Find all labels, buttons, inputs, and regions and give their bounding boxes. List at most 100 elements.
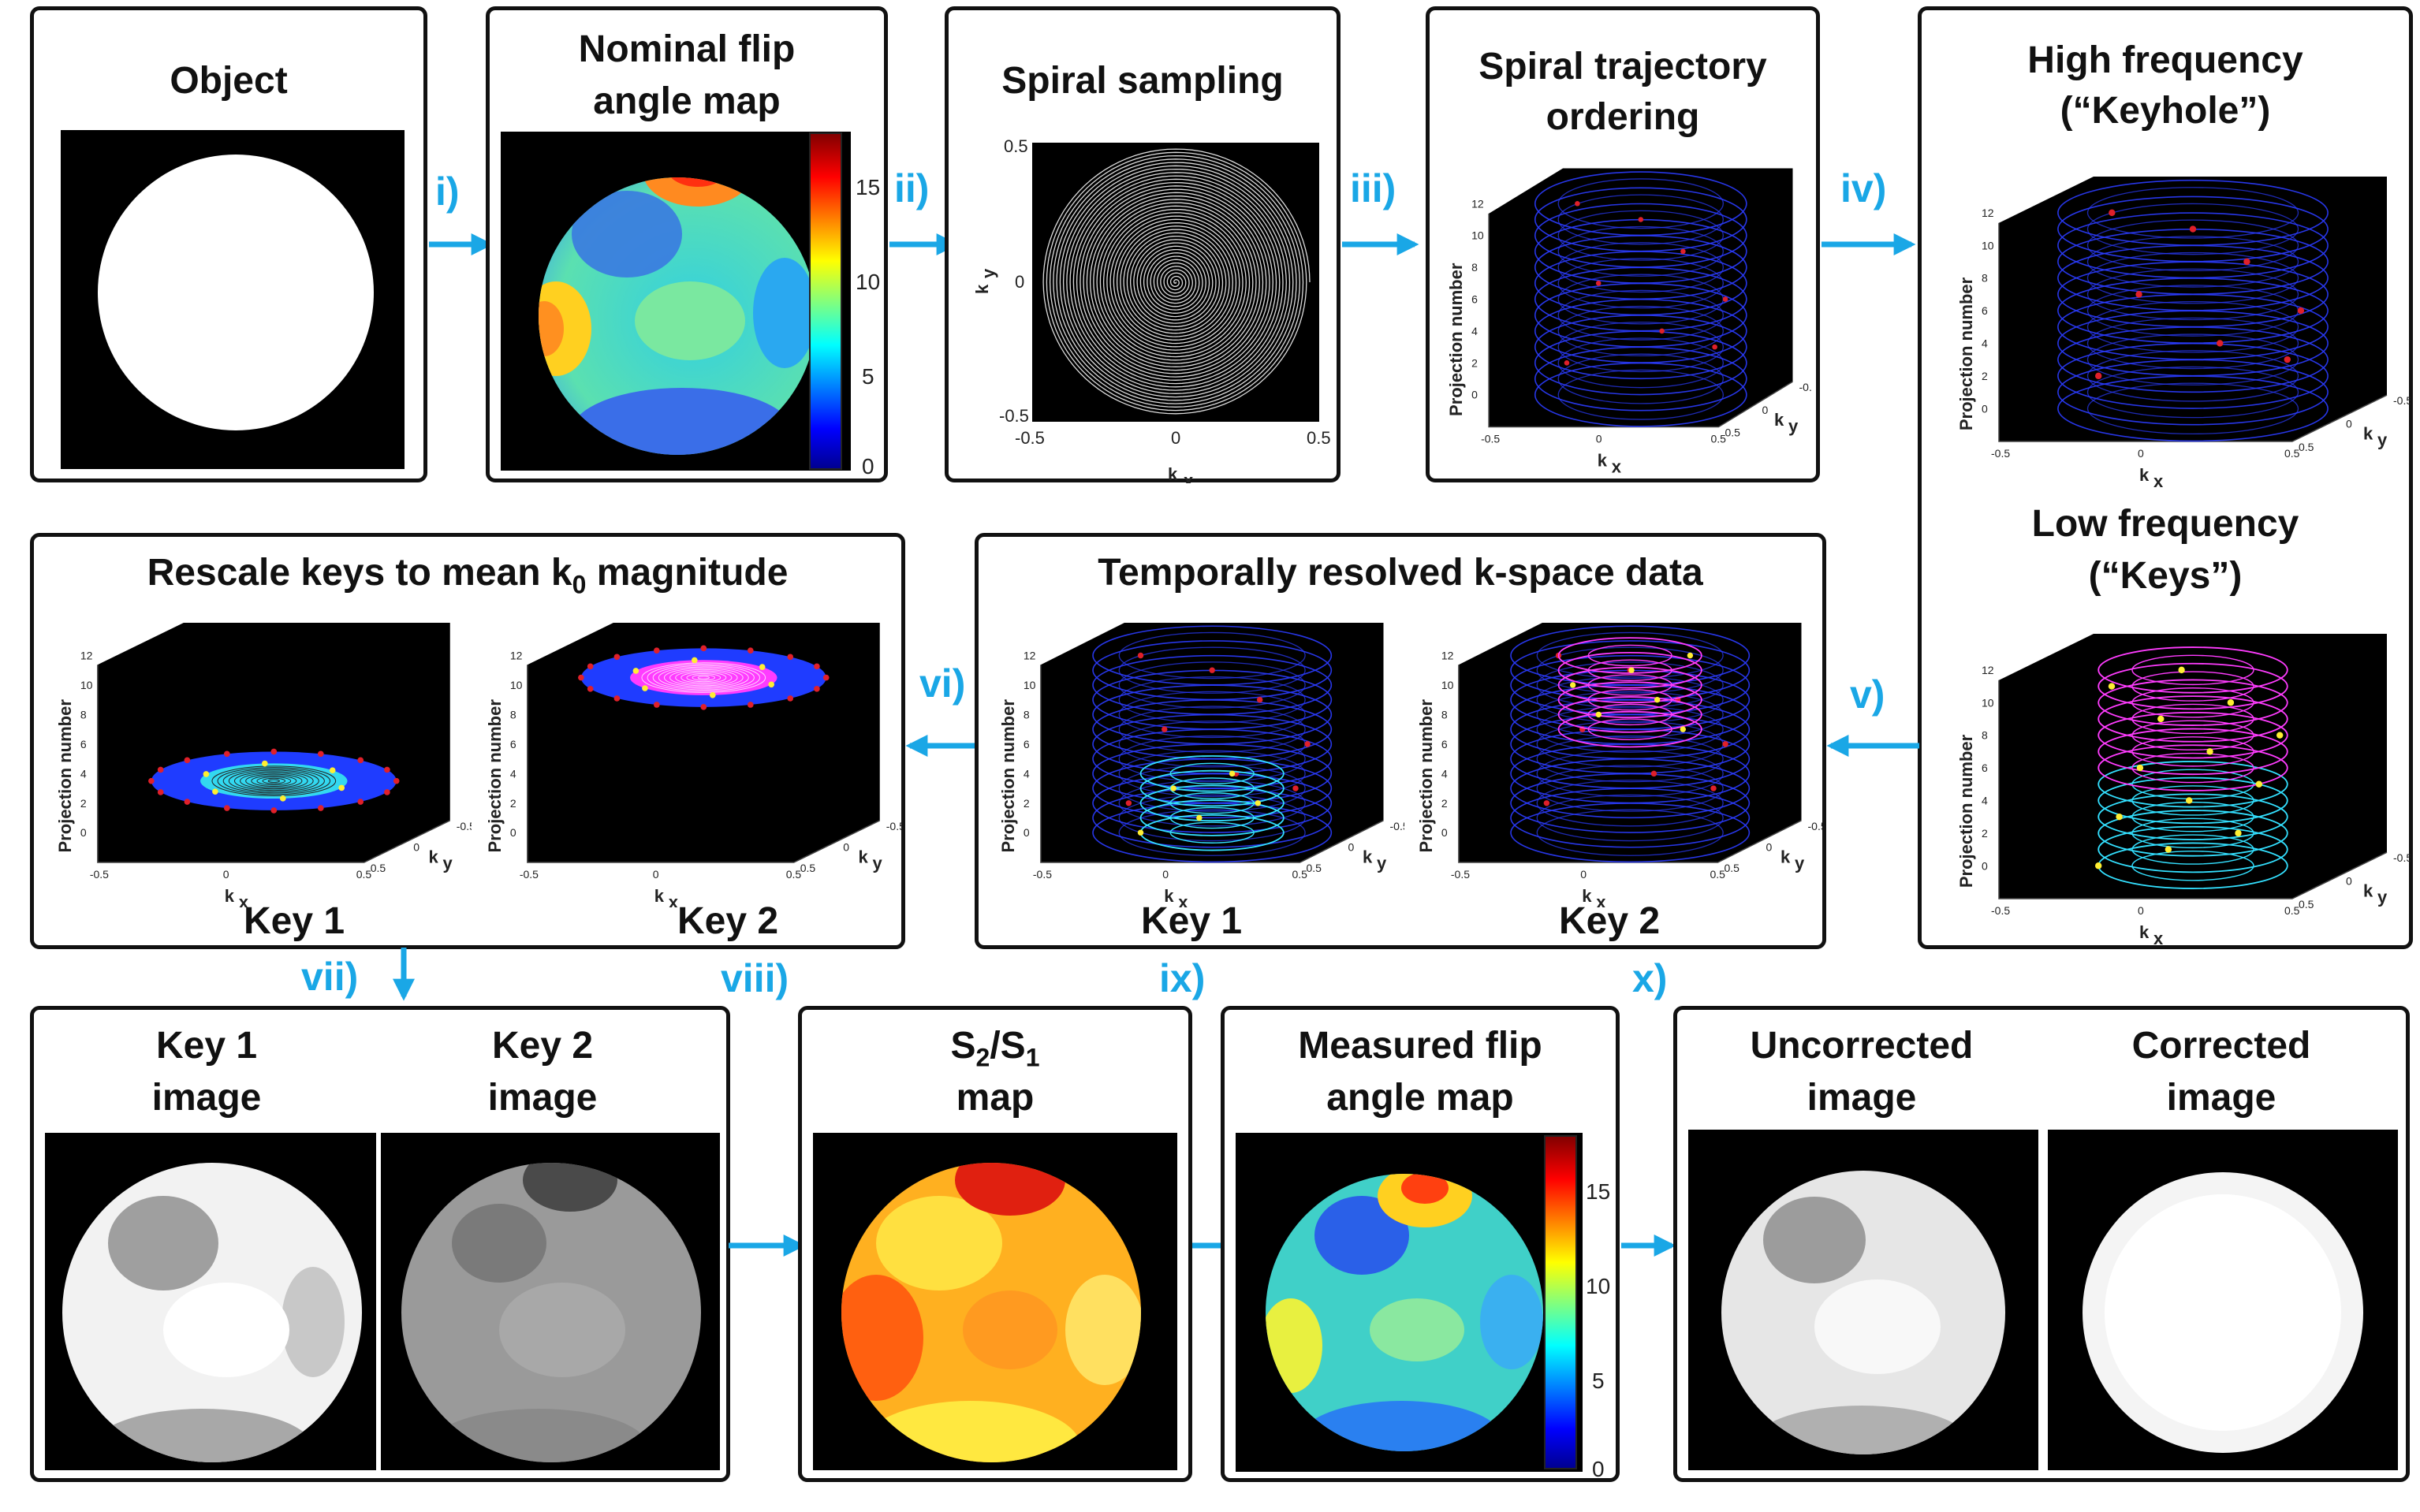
sample-marker	[1687, 653, 1693, 658]
sample-marker	[1680, 249, 1686, 255]
sample-marker	[1639, 217, 1644, 222]
xtick-label: -0.5	[1991, 447, 2010, 460]
xtick-label: -0.5	[90, 868, 109, 881]
step-vi-label: vi)	[919, 661, 965, 706]
spiral-xtick-mid: 0	[1171, 428, 1180, 448]
measured-colorbar-ticks: 15 10 5 0	[1583, 1133, 1622, 1480]
ytick-label: 0.5	[1307, 862, 1322, 874]
uncorrected-image	[1688, 1130, 2038, 1470]
ratio-sub1: 1	[1026, 1044, 1040, 1072]
sample-marker	[1209, 668, 1214, 673]
temporal-panel: Temporally resolved k-space data 0 2 4 6 8 10…	[975, 533, 1826, 949]
nominal-flip-map	[501, 132, 851, 471]
ytick-label: 0	[1348, 840, 1355, 853]
sample-marker	[1304, 741, 1310, 747]
kx-sub: x	[2153, 471, 2164, 491]
ky-sub: y	[2377, 888, 2388, 907]
sample-marker	[224, 805, 230, 811]
ztick-label: 4	[1982, 337, 1988, 349]
sample-marker	[1138, 830, 1143, 836]
ztick-label: 2	[80, 797, 87, 810]
ky-label: k	[2363, 424, 2373, 444]
step-ii-label: ii)	[894, 166, 929, 211]
ytick-label: 0.5	[1725, 426, 1741, 439]
projection-number-label: Projection number	[55, 699, 75, 853]
ztick-label: 2	[1982, 370, 1988, 382]
sample-marker	[1659, 329, 1665, 334]
ytick-label: 0.5	[1725, 862, 1740, 874]
sample-marker	[1564, 360, 1570, 366]
sample-marker	[2284, 356, 2291, 363]
ytick-label: 0.5	[2299, 898, 2314, 911]
sample-marker	[748, 702, 754, 708]
sample-marker	[1126, 800, 1132, 806]
ztick-label: 12	[1982, 664, 1994, 676]
measured-title-line1: Measured flip	[1225, 1021, 1616, 1071]
ztick-label: 12	[1982, 207, 1994, 219]
sample-marker	[1596, 281, 1602, 286]
sample-marker	[2228, 699, 2234, 706]
spiral-ytick-bot: -0.5	[999, 406, 1029, 426]
xtick-label: -0.5	[1033, 868, 1052, 881]
ztick-label: 6	[1982, 304, 1988, 317]
step-ix-label: ix)	[1159, 955, 1205, 1001]
ratio-title-line2: map	[802, 1073, 1188, 1123]
ztick-label: 8	[1471, 261, 1478, 274]
final-images-panel: Uncorrected image Corrected image	[1673, 1006, 2410, 1482]
sample-marker	[393, 778, 400, 784]
corrected-image	[2048, 1130, 2398, 1470]
measured-flip-panel: Measured flip angle map 15 10 5 0	[1221, 1006, 1620, 1482]
sample-marker	[2276, 732, 2283, 738]
measured-flip-map	[1236, 1133, 1583, 1472]
uncorrected-title-line2: image	[1688, 1073, 2035, 1123]
sample-marker	[158, 789, 164, 795]
keys-3d-plot: 0 2 4 6 8 10 12 Projection number -0.5 0 0.50.5 0 -0…	[1937, 617, 2411, 948]
sample-marker	[262, 761, 268, 767]
ztick-label: 2	[1441, 797, 1448, 810]
ytick-label: 0	[2346, 418, 2352, 430]
sample-marker	[203, 771, 210, 777]
ratio-map	[813, 1133, 1177, 1470]
kx-sub: x	[2153, 929, 2164, 948]
xtick-label: 0	[223, 868, 229, 881]
sample-marker	[2235, 830, 2241, 836]
sample-marker	[748, 647, 754, 654]
sample-marker	[814, 686, 820, 692]
ztick-label: 4	[80, 767, 87, 780]
key2-image-title-line2: image	[381, 1073, 704, 1123]
key2-image-title-line1: Key 2	[381, 1021, 704, 1071]
ky-sub: y	[1788, 416, 1799, 436]
low-freq-title-line1: Low frequency	[1922, 499, 2409, 549]
xtick-label: 0.5	[1710, 868, 1726, 881]
sample-marker	[158, 767, 164, 773]
sample-marker	[614, 654, 621, 660]
xtick-label: 0	[1580, 868, 1587, 881]
sample-marker	[587, 686, 594, 692]
nominal-cbar-5: 5	[862, 364, 874, 389]
sample-marker	[280, 795, 286, 802]
rescale-key1-plot: 0 2 4 6 8 10 12 Projection number -0.5 0 0.50.5 0 -0…	[42, 608, 472, 907]
ytick-label: -0.5	[1799, 381, 1812, 393]
sample-marker	[2116, 814, 2122, 820]
step-iv-label: iv)	[1840, 166, 1886, 211]
object-title: Object	[34, 56, 423, 106]
ztick-label: 0	[510, 826, 516, 839]
ytick-label: 0	[1762, 404, 1769, 416]
ky-sub: y	[873, 854, 883, 873]
sample-marker	[654, 647, 660, 654]
sample-marker	[1196, 815, 1202, 821]
ratio-s2: S	[951, 1025, 976, 1067]
sample-marker	[1723, 296, 1728, 302]
xtick-label: 0.5	[786, 868, 802, 881]
ztick-label: 12	[80, 649, 93, 661]
xtick-label: 0.5	[1292, 868, 1308, 881]
ztick-label: 4	[1982, 794, 1988, 806]
spiral-title: Spiral sampling	[949, 56, 1337, 106]
sample-marker	[2298, 307, 2304, 314]
nominal-flip-panel: Nominal flip angle map	[486, 6, 888, 482]
ztick-label: 10	[1982, 239, 1994, 251]
ztick-label: 6	[1982, 762, 1988, 774]
nominal-cbar-15: 15	[856, 175, 880, 199]
arrow-vii	[388, 944, 419, 1007]
corrected-title-line1: Corrected	[2048, 1021, 2395, 1071]
